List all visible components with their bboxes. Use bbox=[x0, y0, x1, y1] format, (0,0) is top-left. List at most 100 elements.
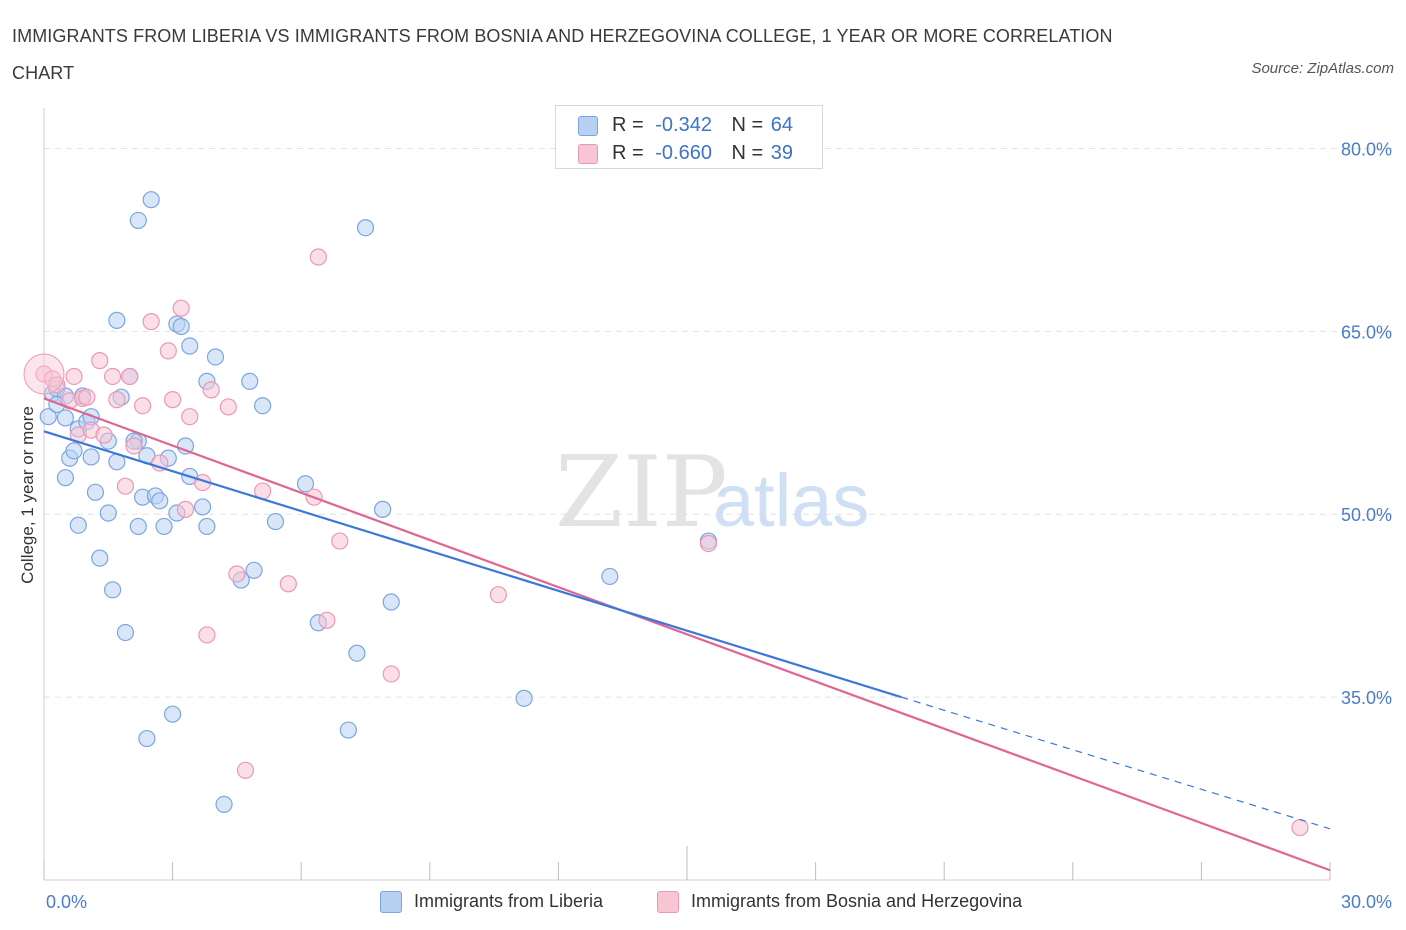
data-point-bosnia bbox=[95, 426, 113, 444]
r-value: -0.660 bbox=[655, 142, 712, 164]
axes bbox=[43, 108, 1331, 881]
data-point-bosnia bbox=[159, 342, 177, 360]
data-point-liberia bbox=[515, 689, 533, 707]
data-point-liberia bbox=[382, 593, 400, 611]
data-point-liberia bbox=[296, 475, 315, 493]
legend-swatch-pink bbox=[657, 891, 679, 913]
data-point-liberia bbox=[151, 492, 169, 510]
data-point-liberia bbox=[129, 211, 147, 230]
data-point-bosnia bbox=[202, 381, 220, 399]
data-point-bosnia bbox=[236, 761, 255, 779]
data-point-liberia bbox=[138, 729, 156, 748]
series-bosnia-points bbox=[23, 248, 1309, 837]
data-point-liberia bbox=[155, 517, 173, 536]
n-value: 39 bbox=[770, 142, 794, 164]
source-credit: Source: ZipAtlas.com bbox=[1251, 60, 1394, 77]
legend-label-bosnia: Immigrants from Bosnia and Herzegovina bbox=[691, 891, 1023, 911]
correlation-legend: R = -0.342 N = 64 R = -0.660 N = 39 bbox=[555, 105, 823, 169]
data-point-liberia bbox=[164, 705, 182, 723]
data-point-bosnia bbox=[125, 437, 143, 455]
data-point-liberia bbox=[254, 397, 272, 415]
legend-swatch-blue bbox=[380, 891, 402, 913]
data-point-bosnia bbox=[198, 626, 216, 644]
tick-labels: 35.0% 50.0% 65.0% 80.0% 0.0% 30.0% bbox=[46, 139, 1392, 912]
watermark: ZIP atlas bbox=[555, 436, 869, 550]
data-point-bosnia bbox=[172, 299, 190, 317]
data-point-liberia bbox=[172, 317, 190, 336]
data-point-liberia bbox=[266, 512, 285, 531]
data-point-bosnia bbox=[331, 532, 349, 550]
trend-line-bosnia bbox=[43, 397, 1331, 872]
legend-swatch-pink bbox=[578, 144, 598, 164]
data-point-bosnia bbox=[699, 534, 718, 553]
data-point-bosnia bbox=[318, 611, 336, 629]
legend-swatch-blue bbox=[578, 116, 598, 136]
trend-line-liberia-extension bbox=[901, 696, 1331, 830]
data-point-bosnia bbox=[65, 367, 83, 386]
data-point-liberia bbox=[339, 721, 357, 739]
y-tick-label: 80.0% bbox=[1341, 139, 1392, 159]
data-point-bosnia bbox=[1291, 818, 1309, 837]
y-tick-label: 50.0% bbox=[1341, 505, 1392, 525]
data-point-liberia bbox=[65, 442, 83, 460]
data-point-liberia bbox=[348, 644, 366, 662]
trend-lines bbox=[43, 397, 1331, 872]
watermark-atlas: atlas bbox=[713, 459, 869, 542]
trend-line-liberia bbox=[43, 430, 902, 699]
data-point-liberia bbox=[206, 348, 225, 366]
y-tick-label: 35.0% bbox=[1341, 688, 1392, 708]
data-point-liberia bbox=[108, 311, 126, 329]
grid-lines bbox=[44, 147, 1392, 698]
data-point-bosnia bbox=[181, 408, 199, 426]
x-tick-label: 0.0% bbox=[46, 892, 87, 912]
data-point-liberia bbox=[103, 581, 122, 599]
data-point-liberia bbox=[215, 795, 233, 814]
data-point-bosnia bbox=[133, 397, 152, 415]
data-point-bosnia bbox=[489, 586, 507, 604]
x-tick-label: 30.0% bbox=[1341, 892, 1392, 912]
r-label: R = bbox=[612, 142, 644, 164]
chart-title: IMMIGRANTS FROM LIBERIA VS IMMIGRANTS FR… bbox=[12, 26, 1113, 83]
legend-label-liberia: Immigrants from Liberia bbox=[414, 891, 604, 911]
data-point-liberia bbox=[194, 498, 212, 516]
data-point-bosnia bbox=[219, 398, 237, 416]
data-point-liberia bbox=[245, 561, 263, 579]
data-point-liberia bbox=[356, 219, 375, 237]
data-point-liberia bbox=[91, 549, 109, 567]
data-point-bosnia bbox=[108, 391, 126, 409]
data-point-liberia bbox=[241, 372, 259, 390]
data-point-liberia bbox=[86, 483, 105, 501]
data-point-liberia bbox=[69, 516, 87, 534]
data-point-bosnia bbox=[279, 575, 297, 593]
data-point-liberia bbox=[142, 191, 160, 209]
data-point-liberia bbox=[56, 409, 75, 427]
data-point-liberia bbox=[116, 623, 135, 642]
n-value: 64 bbox=[770, 114, 794, 136]
data-point-bosnia bbox=[228, 565, 246, 583]
n-label: N = bbox=[731, 114, 764, 136]
data-point-liberia bbox=[374, 500, 392, 518]
r-value: -0.342 bbox=[655, 114, 712, 136]
data-point-liberia bbox=[181, 337, 199, 355]
data-point-liberia bbox=[56, 469, 75, 487]
data-point-liberia bbox=[198, 517, 216, 536]
watermark-zip: ZIP bbox=[555, 436, 728, 550]
y-tick-label: 65.0% bbox=[1341, 322, 1392, 342]
data-point-liberia bbox=[601, 567, 619, 586]
data-point-bosnia bbox=[176, 500, 195, 518]
data-point-bosnia bbox=[121, 367, 139, 386]
data-point-liberia bbox=[82, 448, 100, 466]
data-point-bosnia bbox=[103, 367, 122, 386]
data-point-bosnia bbox=[116, 477, 135, 495]
data-point-bosnia bbox=[91, 352, 109, 370]
data-point-liberia bbox=[39, 408, 57, 426]
data-point-bosnia-large bbox=[23, 353, 65, 395]
data-point-bosnia bbox=[309, 248, 327, 266]
data-point-liberia bbox=[129, 517, 147, 536]
data-point-liberia bbox=[99, 504, 117, 522]
data-point-bosnia bbox=[382, 665, 400, 683]
n-label: N = bbox=[731, 142, 764, 164]
data-point-bosnia bbox=[164, 391, 182, 409]
r-label: R = bbox=[612, 114, 644, 136]
